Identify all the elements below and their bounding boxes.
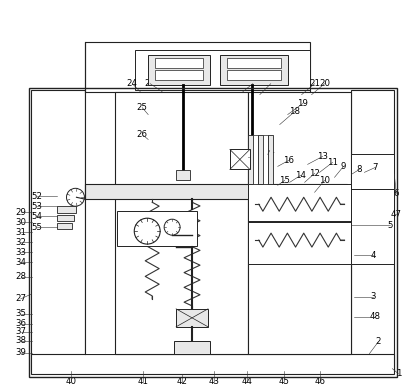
Bar: [247, 92, 351, 354]
Text: 46: 46: [313, 377, 324, 386]
Bar: [85, 92, 115, 354]
Text: 24: 24: [126, 79, 137, 88]
Text: 53: 53: [31, 202, 42, 211]
Text: 29: 29: [15, 208, 26, 217]
Text: 36: 36: [15, 319, 26, 328]
Text: 34: 34: [15, 257, 26, 267]
Text: 13: 13: [316, 152, 327, 161]
Text: 30: 30: [15, 217, 26, 227]
Bar: [247, 135, 252, 184]
Bar: [226, 70, 280, 80]
Bar: [29, 88, 396, 377]
Text: 17: 17: [243, 153, 254, 162]
Text: 5: 5: [387, 221, 392, 229]
Text: 9: 9: [340, 162, 345, 171]
Bar: [148, 55, 209, 85]
Text: 43: 43: [208, 377, 219, 386]
Text: 47: 47: [390, 210, 401, 219]
Bar: [56, 206, 76, 213]
Text: 3: 3: [370, 293, 375, 301]
Circle shape: [134, 218, 160, 244]
Text: 33: 33: [15, 248, 26, 257]
Bar: [257, 135, 262, 184]
Bar: [30, 354, 393, 373]
Bar: [56, 223, 72, 229]
Text: 16: 16: [282, 156, 294, 165]
Text: 4: 4: [370, 250, 375, 260]
Bar: [176, 309, 207, 327]
Text: 32: 32: [15, 238, 26, 247]
Bar: [155, 70, 202, 80]
Text: 42: 42: [176, 377, 187, 386]
Text: 52: 52: [31, 192, 42, 201]
Text: 48: 48: [369, 312, 380, 321]
Text: 38: 38: [15, 336, 26, 345]
Bar: [30, 90, 85, 371]
Text: 14: 14: [294, 171, 305, 180]
Bar: [85, 184, 347, 199]
Bar: [351, 90, 393, 371]
Bar: [267, 135, 272, 184]
Text: 1: 1: [394, 369, 400, 378]
Text: 54: 54: [31, 212, 42, 221]
Text: 23: 23: [144, 79, 155, 88]
Text: 31: 31: [15, 228, 26, 236]
Text: 41: 41: [137, 377, 148, 386]
Bar: [174, 341, 209, 354]
Bar: [351, 189, 393, 264]
Bar: [56, 215, 74, 221]
Bar: [229, 149, 249, 170]
Text: 7: 7: [372, 163, 377, 172]
Text: 35: 35: [15, 309, 26, 319]
Circle shape: [66, 188, 84, 206]
Text: 45: 45: [277, 377, 288, 386]
Text: 21: 21: [308, 79, 319, 88]
Bar: [351, 154, 393, 189]
Bar: [220, 55, 287, 85]
Bar: [85, 42, 309, 92]
Text: 22: 22: [264, 79, 275, 88]
Bar: [155, 58, 202, 68]
Text: 10: 10: [318, 176, 329, 185]
Text: 51: 51: [264, 146, 275, 155]
Bar: [117, 211, 196, 246]
Text: 18: 18: [288, 107, 299, 116]
Text: 19: 19: [296, 99, 307, 108]
Text: 27: 27: [15, 295, 26, 303]
Text: 6: 6: [392, 189, 398, 198]
Circle shape: [164, 219, 180, 235]
Text: 55: 55: [31, 223, 42, 232]
Text: 8: 8: [356, 165, 361, 174]
Bar: [262, 135, 267, 184]
Text: 39: 39: [15, 348, 26, 357]
Text: 2: 2: [375, 337, 380, 346]
Text: 15: 15: [279, 176, 290, 185]
Text: 40: 40: [66, 377, 77, 386]
Bar: [176, 170, 190, 180]
Text: 25: 25: [136, 103, 147, 112]
Text: 20: 20: [318, 79, 329, 88]
Bar: [115, 92, 247, 354]
Bar: [247, 222, 351, 264]
Bar: [252, 135, 257, 184]
Text: 26: 26: [136, 130, 147, 139]
Bar: [135, 50, 309, 90]
Bar: [226, 58, 280, 68]
Text: 44: 44: [241, 377, 252, 386]
Text: 12: 12: [308, 169, 319, 178]
Text: 28: 28: [15, 272, 26, 281]
Bar: [247, 184, 351, 222]
Text: 11: 11: [326, 158, 337, 167]
Text: 50: 50: [247, 79, 258, 88]
Text: 37: 37: [15, 327, 26, 336]
